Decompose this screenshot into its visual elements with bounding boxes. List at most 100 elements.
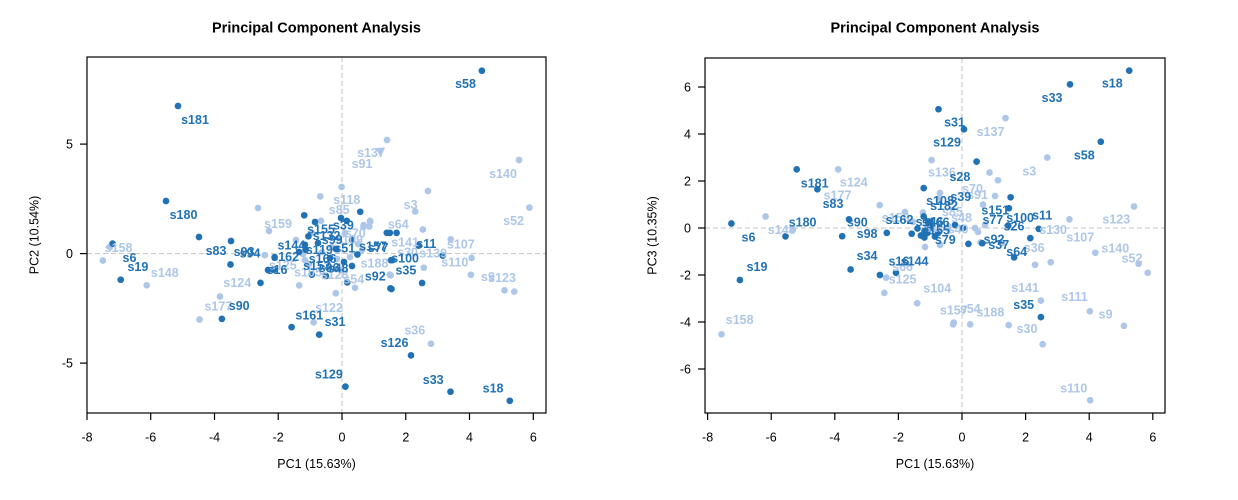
svg-text:s94: s94 xyxy=(240,247,261,261)
svg-text:s19: s19 xyxy=(747,260,768,274)
svg-text:s162: s162 xyxy=(886,213,914,227)
svg-text:s148: s148 xyxy=(151,266,179,280)
svg-text:s140: s140 xyxy=(1101,242,1129,256)
svg-text:-2: -2 xyxy=(273,431,284,445)
svg-text:s30: s30 xyxy=(397,245,418,259)
svg-text:0: 0 xyxy=(959,431,966,445)
svg-text:6: 6 xyxy=(684,80,691,94)
svg-text:s180: s180 xyxy=(789,216,817,230)
svg-text:s9: s9 xyxy=(481,270,495,284)
svg-text:s64: s64 xyxy=(1006,245,1027,259)
svg-text:s129: s129 xyxy=(315,367,343,381)
svg-text:s92: s92 xyxy=(365,269,386,283)
svg-text:-6: -6 xyxy=(145,431,156,445)
svg-text:s129: s129 xyxy=(933,135,961,149)
svg-text:s31: s31 xyxy=(944,116,965,130)
svg-text:s182: s182 xyxy=(930,199,958,213)
svg-text:-6: -6 xyxy=(766,431,777,445)
svg-text:s70: s70 xyxy=(345,227,366,241)
svg-text:s3: s3 xyxy=(1022,164,1036,178)
svg-text:-2: -2 xyxy=(680,268,691,282)
svg-text:s109: s109 xyxy=(335,233,363,247)
svg-text:s64: s64 xyxy=(388,218,409,232)
svg-text:s155: s155 xyxy=(307,223,335,237)
svg-text:s66: s66 xyxy=(892,260,913,274)
svg-text:s157: s157 xyxy=(359,240,387,254)
svg-text:-8: -8 xyxy=(81,431,92,445)
svg-text:4: 4 xyxy=(684,127,691,141)
svg-text:s52: s52 xyxy=(1122,252,1143,266)
svg-text:s33: s33 xyxy=(1042,91,1063,105)
svg-text:s146: s146 xyxy=(916,215,944,229)
svg-text:s11: s11 xyxy=(416,237,436,251)
svg-text:PC1 (15.63%): PC1 (15.63%) xyxy=(896,457,975,471)
svg-text:s141: s141 xyxy=(391,235,419,249)
svg-text:s58: s58 xyxy=(1074,149,1095,163)
svg-text:s166: s166 xyxy=(309,252,337,266)
svg-text:s107: s107 xyxy=(1066,230,1094,244)
svg-text:s79: s79 xyxy=(935,233,956,247)
svg-text:s35: s35 xyxy=(395,264,416,278)
svg-text:s85: s85 xyxy=(329,203,350,217)
svg-text:s137: s137 xyxy=(357,146,385,160)
svg-text:s153: s153 xyxy=(303,259,331,273)
svg-text:PC3 (10.35%): PC3 (10.35%) xyxy=(646,196,660,275)
svg-text:s124: s124 xyxy=(223,276,251,290)
svg-text:s96: s96 xyxy=(319,261,340,275)
svg-text:s159: s159 xyxy=(264,217,292,231)
svg-text:6: 6 xyxy=(530,431,537,445)
svg-text:s157: s157 xyxy=(940,304,968,318)
svg-text:0: 0 xyxy=(684,221,691,235)
svg-text:s148: s148 xyxy=(768,223,796,237)
svg-text:s26: s26 xyxy=(1004,219,1025,233)
svg-text:s144: s144 xyxy=(277,239,305,253)
svg-text:s125: s125 xyxy=(889,273,917,287)
svg-text:s144: s144 xyxy=(901,254,929,268)
svg-text:s36: s36 xyxy=(1024,241,1045,255)
svg-text:s181: s181 xyxy=(181,113,209,127)
svg-text:s128: s128 xyxy=(321,268,349,282)
svg-text:s85: s85 xyxy=(942,205,963,219)
svg-text:s136: s136 xyxy=(928,166,956,180)
svg-text:s137: s137 xyxy=(977,125,1005,139)
svg-text:s110: s110 xyxy=(441,256,468,270)
svg-text:s16: s16 xyxy=(888,254,909,268)
svg-text:s99: s99 xyxy=(322,233,343,247)
svg-text:PC2 (10.54%): PC2 (10.54%) xyxy=(28,196,42,275)
svg-text:s104: s104 xyxy=(923,282,951,296)
svg-text:s161: s161 xyxy=(295,308,323,322)
svg-text:s19: s19 xyxy=(127,260,148,274)
svg-text:s77: s77 xyxy=(368,241,389,255)
svg-text:s31: s31 xyxy=(325,315,346,329)
svg-text:s166: s166 xyxy=(922,215,950,229)
svg-text:s155: s155 xyxy=(922,224,950,238)
svg-text:s132: s132 xyxy=(313,229,341,243)
svg-text:s122: s122 xyxy=(315,301,343,315)
svg-text:2: 2 xyxy=(684,174,691,188)
svg-text:s181: s181 xyxy=(801,177,829,191)
svg-text:s140: s140 xyxy=(489,167,517,181)
svg-text:s83: s83 xyxy=(823,197,844,211)
svg-text:s39: s39 xyxy=(333,219,354,233)
svg-text:s177: s177 xyxy=(204,300,232,314)
svg-text:s108: s108 xyxy=(926,194,954,208)
svg-text:-4: -4 xyxy=(829,431,840,445)
svg-text:5: 5 xyxy=(66,137,73,151)
svg-text:s91: s91 xyxy=(352,157,373,171)
svg-text:s51: s51 xyxy=(334,241,355,255)
svg-text:s90: s90 xyxy=(229,299,250,313)
svg-text:s123: s123 xyxy=(488,271,516,285)
svg-text:s139: s139 xyxy=(419,246,447,260)
svg-text:-8: -8 xyxy=(702,431,713,445)
svg-text:s40: s40 xyxy=(948,222,969,236)
svg-text:s35: s35 xyxy=(1013,298,1034,312)
svg-text:s18: s18 xyxy=(483,382,504,396)
svg-text:2: 2 xyxy=(402,431,409,445)
svg-text:s188: s188 xyxy=(976,306,1004,320)
svg-text:s158: s158 xyxy=(105,241,133,255)
svg-text:s54: s54 xyxy=(343,273,364,287)
svg-text:s159: s159 xyxy=(882,211,910,225)
svg-text:-5: -5 xyxy=(62,356,73,370)
svg-text:s107: s107 xyxy=(447,238,475,252)
svg-text:4: 4 xyxy=(466,431,473,445)
